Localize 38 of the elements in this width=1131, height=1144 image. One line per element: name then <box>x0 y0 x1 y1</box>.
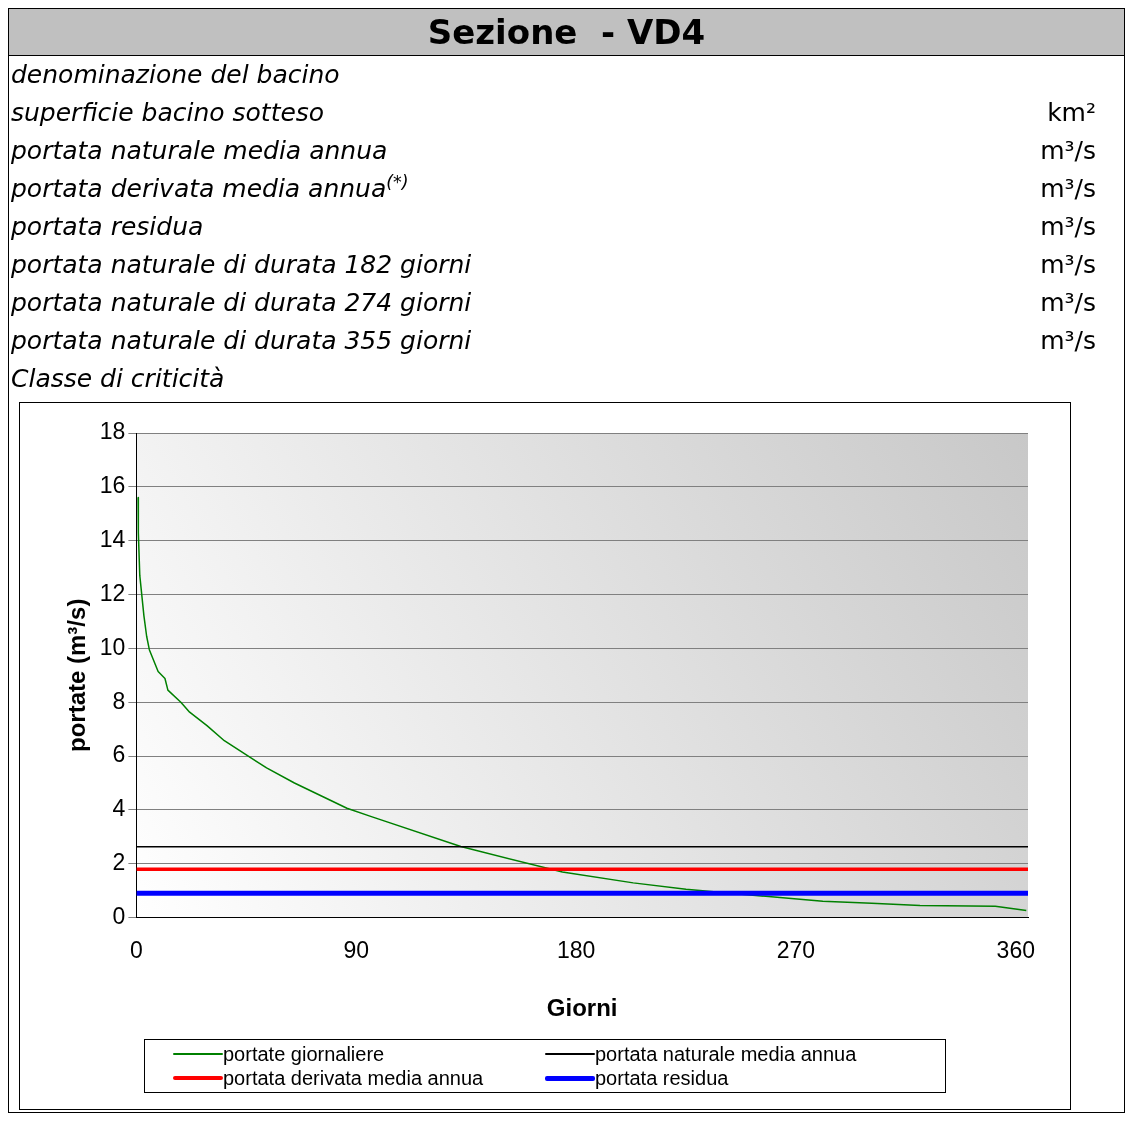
text: m³/s <box>1040 325 1096 357</box>
y-tick-label: 2 <box>112 849 126 876</box>
chart-title: Sezione - VD4 <box>9 9 1124 56</box>
text: m³/s <box>1040 135 1096 167</box>
text: denominazione del bacino <box>11 59 340 91</box>
y-tick-label: 8 <box>112 687 126 714</box>
text: portata derivata media annua$^{(*)}$ <box>11 170 409 205</box>
x-tick-label: 180 <box>556 936 596 963</box>
legend-label: portata residua <box>595 1066 729 1090</box>
y-tick-label: 10 <box>99 633 126 660</box>
x-tick-label: 0 <box>129 936 143 963</box>
x-tick-label: 360 <box>996 936 1035 963</box>
legend-label: portate giornaliere <box>223 1042 385 1066</box>
x-axis-title: Giorni <box>546 994 618 1022</box>
x-tick-label: 90 <box>343 936 370 963</box>
text: superficie bacino sotteso <box>11 97 325 129</box>
text: m³/s <box>1040 249 1096 281</box>
legend-label: portata derivata media annua <box>223 1066 484 1090</box>
text: m³/s <box>1040 211 1096 243</box>
text: m³/s <box>1040 173 1096 205</box>
text: portata residua <box>11 211 204 243</box>
y-tick-label: 12 <box>99 579 126 606</box>
text: portata naturale media annua <box>11 135 388 167</box>
y-tick-label: 4 <box>112 795 126 822</box>
text: portata naturale di durata 182 giorni <box>11 249 472 281</box>
text: Classe di criticità <box>11 363 225 395</box>
y-tick-label: 16 <box>99 472 126 499</box>
y-tick-label: 18 <box>99 418 126 445</box>
text: portata naturale di durata 274 giorni <box>11 287 472 319</box>
y-tick-label: 0 <box>112 902 126 929</box>
y-tick-label: 6 <box>112 741 126 768</box>
y-axis-title: portate (m³/s) <box>63 598 91 752</box>
y-tick-label: 14 <box>99 526 126 553</box>
text: m³/s <box>1040 287 1096 319</box>
text: km² <box>1047 97 1096 129</box>
text: portata naturale di durata 355 giorni <box>11 325 472 357</box>
legend-label: portata naturale media annua <box>595 1042 857 1066</box>
x-tick-label: 270 <box>776 936 816 963</box>
